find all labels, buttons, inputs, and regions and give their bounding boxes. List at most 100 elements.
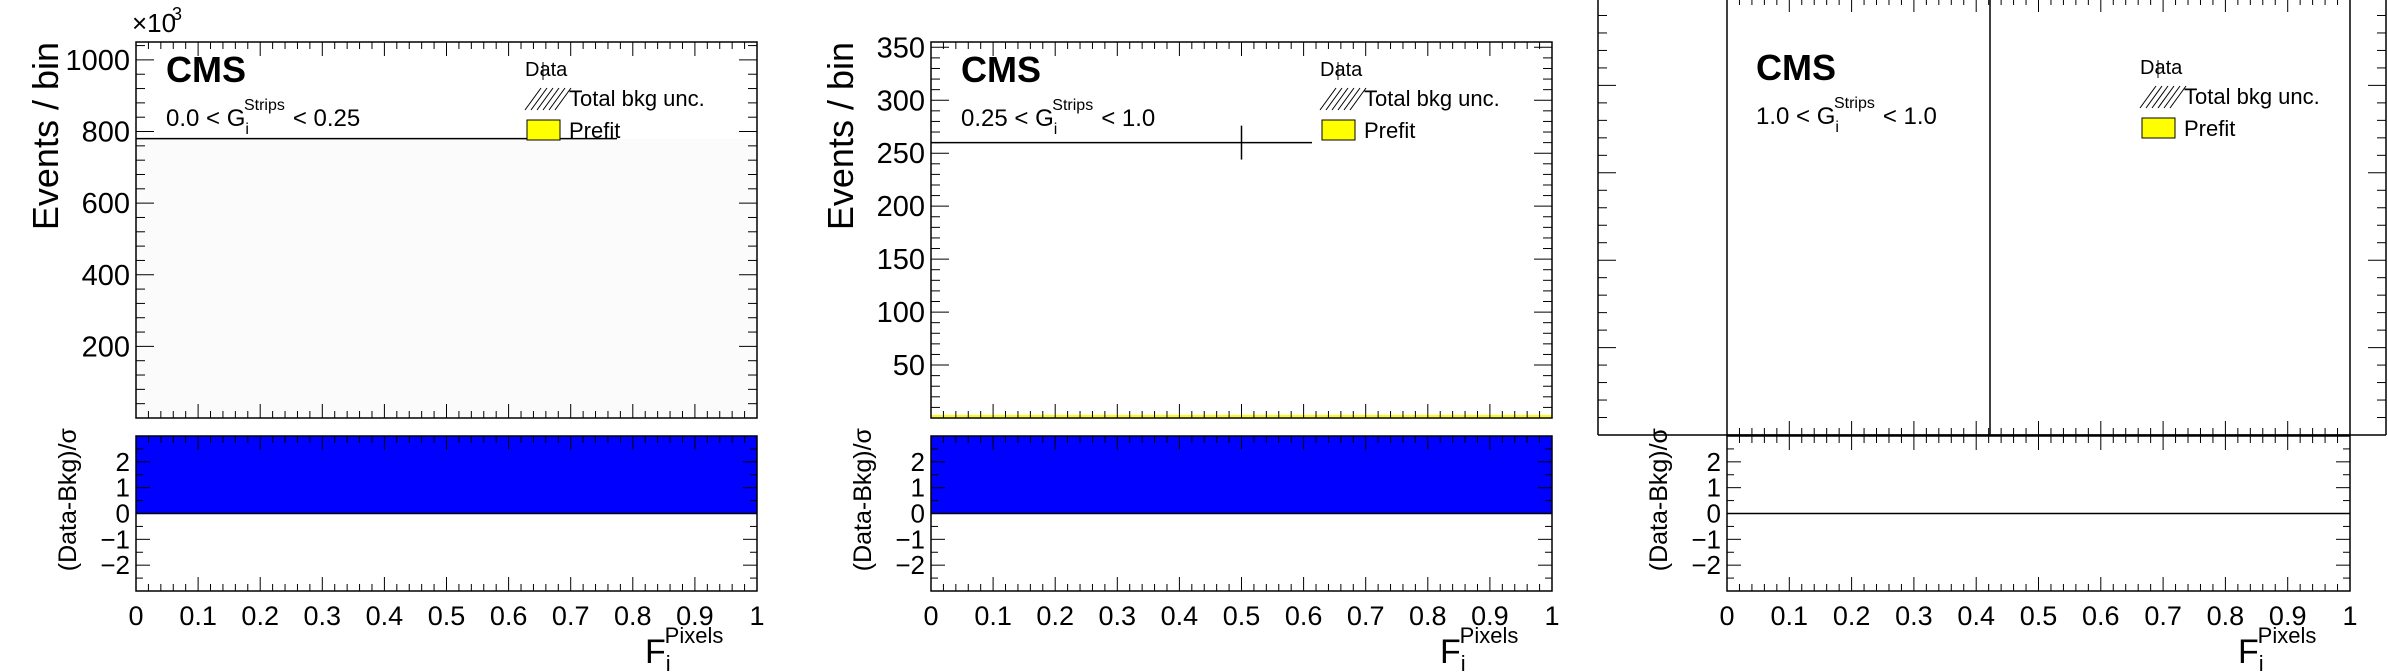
y-tick-label: 350 xyxy=(877,32,925,64)
x-axis-label-sup: Pixels xyxy=(1460,623,1519,648)
region-label: 1.0 < Gi Strips < 1.0 xyxy=(1756,95,1937,136)
x-tick-label: 0.6 xyxy=(2082,601,2120,631)
region-label: 0.25 < Gi Strips < 1.0 xyxy=(961,97,1155,138)
region-label-text: 1.0 < G xyxy=(1756,103,1835,130)
ratio-y-tick-label: −1 xyxy=(1691,524,1721,554)
panel-3-outer-frame xyxy=(1597,0,2387,436)
ratio-y-tick-label: 1 xyxy=(911,473,925,503)
y-tick-label: 200 xyxy=(82,331,130,363)
x-axis-label-sub: i xyxy=(1461,651,1466,672)
legend-prefit-label: Prefit xyxy=(1364,118,1415,143)
ratio-y-tick-label: 2 xyxy=(1707,447,1721,477)
legend-bkg-unc-label: Total bkg unc. xyxy=(569,86,705,111)
hatch-line xyxy=(1319,87,1337,111)
x-axis-label-sub: i xyxy=(2259,651,2264,672)
ratio-y-tick-label: 2 xyxy=(911,447,925,477)
ratio-y-tick-label: 0 xyxy=(1707,499,1721,529)
ratio-y-tick-label: −1 xyxy=(100,524,130,554)
legend-data-label: Data xyxy=(525,59,568,81)
background-bar xyxy=(136,138,757,418)
legend-bkg-unc-label: Total bkg unc. xyxy=(1364,86,1500,111)
x-tick-label: 0.6 xyxy=(490,601,528,631)
x-tick-label: 0 xyxy=(1719,601,1734,631)
hatch-line xyxy=(524,87,542,111)
x-axis-label: Fi Pixels xyxy=(645,623,723,672)
x-tick-label: 0.4 xyxy=(366,601,404,631)
x-tick-label: 0.9 xyxy=(1471,601,1509,631)
y-tick-label: 400 xyxy=(82,260,130,292)
x-tick-label: 0.3 xyxy=(304,601,342,631)
hatch-line xyxy=(536,87,554,111)
x-axis-label-main: F xyxy=(2238,633,2259,671)
x-tick-label: 0 xyxy=(923,601,938,631)
y-exponent: 3 xyxy=(172,4,182,24)
cms-label: CMS xyxy=(961,49,1041,90)
region-upper: < 0.25 xyxy=(293,105,360,132)
x-tick-label: 0.7 xyxy=(2144,601,2182,631)
region-var-sub: i xyxy=(1835,119,1839,136)
hatch-line xyxy=(542,87,560,111)
x-axis-label-sup: Pixels xyxy=(665,623,724,648)
x-tick-label: 0.6 xyxy=(1285,601,1323,631)
ratio-y-tick-label: 0 xyxy=(116,499,130,529)
x-tick-label: 0.5 xyxy=(2020,601,2058,631)
x-tick-label: 0.4 xyxy=(1161,601,1199,631)
x-tick-label: 1 xyxy=(2342,601,2357,631)
ratio-y-axis-label: (Data-Bkg)/σ xyxy=(849,427,877,571)
hatch-line xyxy=(1343,87,1361,111)
cms-label: CMS xyxy=(166,49,246,90)
hatch-line xyxy=(2163,85,2181,109)
hatch-line xyxy=(2145,85,2163,109)
region-var-sub: i xyxy=(1054,121,1058,138)
x-tick-label: 0.2 xyxy=(1036,601,1074,631)
region-label-text: 0.25 < G xyxy=(961,105,1054,132)
x-tick-label: 0.5 xyxy=(428,601,466,631)
x-tick-label: 0.1 xyxy=(974,601,1012,631)
y-exponent-base: ×10 xyxy=(132,8,176,38)
region-upper: < 1.0 xyxy=(1101,105,1155,132)
x-tick-label: 0.1 xyxy=(1771,601,1809,631)
legend-prefit-swatch xyxy=(1321,119,1356,141)
hatch-line xyxy=(1337,87,1355,111)
y-tick-label: 50 xyxy=(893,350,925,382)
hatch-line xyxy=(1349,87,1367,111)
y-tick-label: 200 xyxy=(877,191,925,223)
x-tick-label: 0.8 xyxy=(1409,601,1447,631)
region-label-text: 0.0 < G xyxy=(166,105,245,132)
legend-prefit-swatch xyxy=(526,119,561,141)
ratio-y-tick-label: −2 xyxy=(100,550,130,580)
x-tick-label: 0.3 xyxy=(1895,601,1933,631)
x-tick-label: 0.9 xyxy=(676,601,714,631)
x-axis-label: Fi Pixels xyxy=(2238,623,2316,672)
y-tick-label: 250 xyxy=(877,138,925,170)
hatch-line xyxy=(2151,85,2169,109)
x-tick-label: 0.8 xyxy=(614,601,652,631)
legend-hatch-swatch xyxy=(524,87,572,111)
x-tick-label: 0.2 xyxy=(1833,601,1871,631)
x-tick-label: 1 xyxy=(1544,601,1559,631)
x-tick-label: 0.4 xyxy=(1957,601,1995,631)
hatch-line xyxy=(2157,85,2175,109)
legend-data-label: Data xyxy=(2140,57,2183,79)
x-tick-label: 0.1 xyxy=(179,601,217,631)
region-upper: < 1.0 xyxy=(1883,103,1937,130)
hatch-line xyxy=(1325,87,1343,111)
x-tick-label: 0.9 xyxy=(2269,601,2307,631)
region-var-sub: i xyxy=(245,121,249,138)
hatch-line xyxy=(530,87,548,111)
y-tick-label: 150 xyxy=(877,244,925,276)
cms-label: CMS xyxy=(1756,47,1836,88)
hatch-line xyxy=(1331,87,1349,111)
x-tick-label: 0.2 xyxy=(241,601,279,631)
x-axis-label-main: F xyxy=(1440,633,1461,671)
region-var-sup: Strips xyxy=(1052,97,1093,114)
x-tick-label: 0.8 xyxy=(2207,601,2245,631)
legend-hatch-swatch xyxy=(1319,87,1367,111)
ratio-y-tick-label: 2 xyxy=(116,447,130,477)
y-tick-label: 800 xyxy=(82,117,130,149)
ratio-y-axis-label: (Data-Bkg)/σ xyxy=(1645,427,1673,571)
x-tick-label: 1 xyxy=(749,601,764,631)
